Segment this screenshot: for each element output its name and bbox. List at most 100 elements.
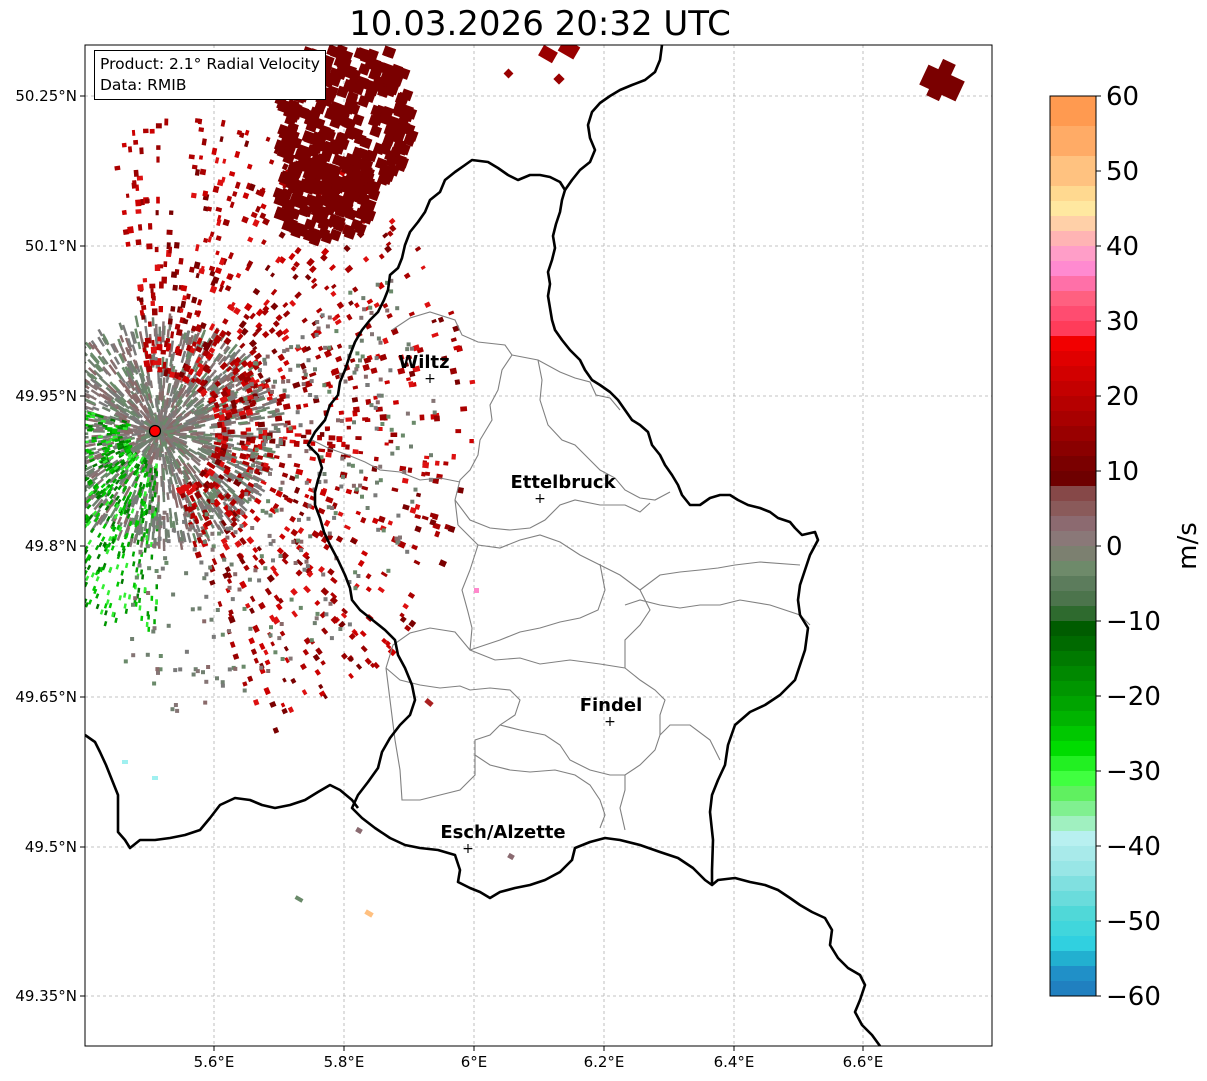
clutter-pixel	[202, 491, 211, 501]
clutter-pixel	[198, 437, 212, 443]
incoming-echo	[78, 537, 83, 543]
incoming-echo	[20, 563, 25, 568]
incoming-echo	[62, 470, 68, 474]
outgoing-echo	[402, 603, 409, 610]
clutter-pixel	[110, 343, 117, 353]
clutter-pixel	[266, 669, 271, 673]
incoming-echo	[125, 508, 130, 514]
clutter-pixel	[208, 490, 217, 500]
clutter-pixel	[105, 348, 112, 356]
clutter-pixel	[365, 506, 370, 510]
clutter-pixel	[193, 406, 205, 415]
radar-site-icon	[148, 424, 162, 438]
lat-tick-label: 50.1°N	[25, 237, 77, 255]
incoming-echo	[38, 468, 44, 472]
clutter-pixel	[225, 526, 230, 531]
incoming-echo	[120, 465, 126, 471]
clutter-pixel	[227, 629, 231, 634]
clutter-pixel	[154, 398, 159, 408]
clutter-pixel	[71, 380, 80, 387]
incoming-echo	[27, 451, 32, 454]
clutter-pixel	[51, 426, 63, 429]
clutter-pixel	[247, 497, 252, 502]
incoming-echo	[72, 414, 77, 417]
incoming-echo	[23, 472, 29, 476]
clutter-pixel	[326, 505, 331, 510]
outgoing-echo	[386, 312, 393, 319]
clutter-pixel	[148, 444, 156, 455]
clutter-pixel	[204, 679, 209, 684]
clutter-pixel	[85, 442, 96, 448]
clutter-pixel	[211, 634, 216, 639]
outgoing-echo	[222, 403, 229, 409]
outgoing-echo	[125, 241, 131, 247]
outgoing-echo	[239, 440, 245, 446]
outgoing-echo	[163, 261, 168, 268]
incoming-echo	[45, 456, 50, 460]
colorbar-band	[1050, 966, 1096, 982]
outgoing-echo	[208, 323, 216, 331]
clutter-pixel	[237, 421, 248, 425]
clutter-pixel	[380, 422, 385, 426]
clutter-pixel	[198, 414, 209, 421]
outgoing-echo	[245, 441, 251, 446]
outgoing-echo	[278, 462, 286, 469]
incoming-echo	[42, 490, 48, 495]
incoming-echo	[76, 547, 81, 553]
outgoing-echo	[183, 485, 190, 493]
outgoing-echo	[207, 236, 212, 243]
incoming-echo	[105, 599, 110, 605]
clutter-pixel	[327, 389, 332, 394]
incoming-echo	[23, 572, 28, 577]
product-label: Product: 2.1° Radial Velocity	[100, 55, 320, 73]
outgoing-echo	[139, 309, 145, 316]
outgoing-echo	[163, 369, 169, 377]
outgoing-echo	[222, 158, 227, 164]
incoming-echo	[37, 564, 42, 569]
outgoing-echo	[247, 236, 254, 243]
clutter-pixel	[263, 566, 268, 571]
outgoing-echo	[272, 320, 280, 328]
incoming-echo	[95, 593, 100, 599]
outgoing-echo	[262, 217, 270, 226]
clutter-pixel	[227, 667, 232, 672]
clutter-pixel	[166, 329, 170, 338]
incoming-echo	[63, 522, 68, 527]
outgoing-echo	[145, 353, 152, 360]
incoming-echo	[88, 451, 95, 456]
clutter-pixel	[58, 472, 70, 480]
colorbar-band	[1050, 486, 1096, 502]
clutter-pixel	[169, 460, 176, 473]
clutter-pixel	[69, 379, 79, 386]
incoming-echo	[109, 493, 115, 500]
colorbar-band	[1050, 786, 1096, 802]
outgoing-echo	[252, 546, 259, 554]
lat-tick-label: 49.95°N	[15, 387, 77, 405]
clutter-pixel	[314, 395, 319, 400]
clutter-pixel	[274, 508, 279, 513]
incoming-echo	[85, 423, 89, 427]
colorbar-tick-label: −50	[1106, 907, 1161, 937]
incoming-echo	[24, 417, 29, 420]
incoming-echo	[112, 478, 118, 484]
clutter-pixel	[88, 341, 95, 350]
clutter-pixel	[193, 332, 200, 344]
clutter-pixel	[312, 621, 317, 626]
incoming-echo	[102, 523, 107, 530]
incoming-echo	[1, 463, 6, 466]
clutter-pixel	[199, 439, 209, 444]
incoming-echo	[56, 488, 62, 493]
clutter-pixel	[346, 462, 351, 467]
clutter-pixel	[182, 519, 187, 524]
incoming-echo	[57, 586, 62, 592]
incoming-echo	[74, 483, 80, 488]
storm-cell	[342, 189, 356, 203]
clutter-pixel	[162, 417, 169, 426]
storm-cell	[289, 106, 303, 120]
incoming-echo	[125, 439, 132, 444]
incoming-echo	[119, 451, 126, 457]
clutter-pixel	[253, 483, 258, 487]
outgoing-echo	[201, 341, 209, 349]
clutter-pixel	[36, 433, 48, 436]
clutter-pixel	[134, 496, 140, 505]
